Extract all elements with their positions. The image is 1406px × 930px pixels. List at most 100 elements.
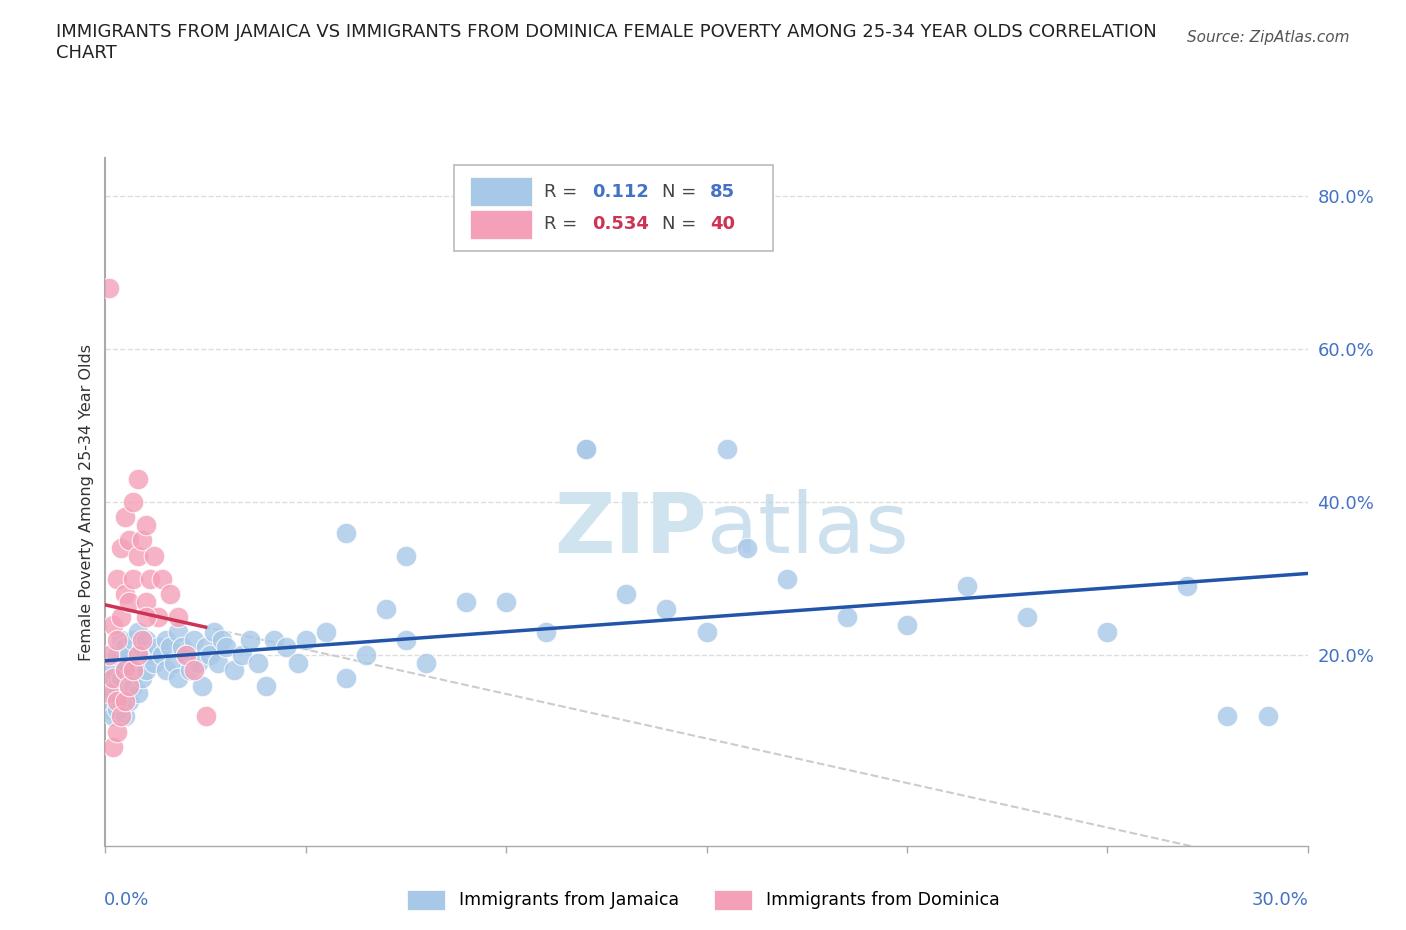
Point	[896, 618, 918, 632]
Point	[179, 663, 201, 678]
Point	[127, 656, 149, 671]
Point	[159, 640, 181, 655]
Point	[174, 647, 197, 662]
Point	[207, 656, 229, 671]
Point	[103, 671, 125, 685]
Point	[187, 656, 209, 671]
Text: 40: 40	[710, 215, 735, 233]
Point	[138, 571, 160, 586]
Point	[118, 678, 141, 693]
Point	[956, 578, 979, 593]
Text: N =: N =	[662, 215, 702, 233]
Point	[1257, 709, 1279, 724]
Point	[146, 640, 169, 655]
Point	[142, 549, 165, 564]
Point	[415, 656, 437, 671]
Point	[127, 647, 149, 662]
Point	[110, 694, 132, 709]
Point	[138, 647, 160, 662]
Point	[103, 663, 125, 678]
Point	[202, 625, 225, 640]
Point	[118, 694, 141, 709]
Point	[495, 594, 517, 609]
Point	[122, 632, 145, 647]
FancyBboxPatch shape	[454, 165, 773, 251]
Point	[183, 632, 205, 647]
Point	[103, 686, 125, 701]
Point	[98, 671, 121, 685]
Point	[131, 671, 153, 685]
Point	[107, 701, 129, 716]
Point	[142, 656, 165, 671]
Point	[135, 518, 157, 533]
Text: ZIP: ZIP	[554, 489, 707, 570]
Point	[395, 632, 418, 647]
Point	[183, 663, 205, 678]
Point	[655, 602, 678, 617]
Text: N =: N =	[662, 183, 702, 201]
Point	[735, 540, 758, 555]
Point	[170, 640, 193, 655]
Text: R =: R =	[544, 183, 583, 201]
Point	[110, 540, 132, 555]
Point	[1097, 625, 1119, 640]
Point	[335, 671, 357, 685]
Text: atlas: atlas	[707, 489, 908, 570]
Point	[146, 609, 169, 624]
Point	[114, 640, 136, 655]
Point	[395, 549, 418, 564]
FancyBboxPatch shape	[470, 210, 533, 239]
Point	[114, 663, 136, 678]
Point	[131, 640, 153, 655]
Text: Source: ZipAtlas.com: Source: ZipAtlas.com	[1187, 30, 1350, 45]
Point	[135, 609, 157, 624]
Point	[716, 441, 738, 456]
Point	[174, 647, 197, 662]
Text: 0.112: 0.112	[592, 183, 650, 201]
Point	[135, 594, 157, 609]
Point	[103, 739, 125, 754]
Point	[776, 571, 799, 586]
Point	[122, 495, 145, 510]
Point	[287, 656, 309, 671]
Point	[159, 587, 181, 602]
Point	[118, 594, 141, 609]
Point	[214, 640, 236, 655]
Point	[114, 510, 136, 525]
Point	[374, 602, 398, 617]
Point	[190, 678, 212, 693]
Point	[127, 625, 149, 640]
Point	[118, 533, 141, 548]
Point	[110, 671, 132, 685]
Point	[246, 656, 269, 671]
Point	[114, 663, 136, 678]
Point	[131, 533, 153, 548]
Point	[122, 678, 145, 693]
Point	[135, 632, 157, 647]
Point	[107, 678, 129, 693]
Point	[98, 647, 121, 662]
Point	[98, 281, 121, 296]
Point	[114, 587, 136, 602]
Point	[114, 709, 136, 724]
Point	[534, 625, 557, 640]
Point	[575, 441, 598, 456]
Point	[107, 571, 129, 586]
Point	[110, 632, 132, 647]
Point	[194, 709, 217, 724]
Point	[107, 694, 129, 709]
Point	[239, 632, 262, 647]
Point	[166, 625, 188, 640]
Point	[98, 686, 121, 701]
Point	[295, 632, 318, 647]
Point	[150, 571, 173, 586]
Point	[162, 656, 184, 671]
Point	[254, 678, 277, 693]
Point	[98, 701, 121, 716]
Text: R =: R =	[544, 215, 583, 233]
Point	[231, 647, 253, 662]
Point	[616, 587, 638, 602]
Point	[335, 525, 357, 540]
Point	[696, 625, 718, 640]
Point	[155, 663, 177, 678]
